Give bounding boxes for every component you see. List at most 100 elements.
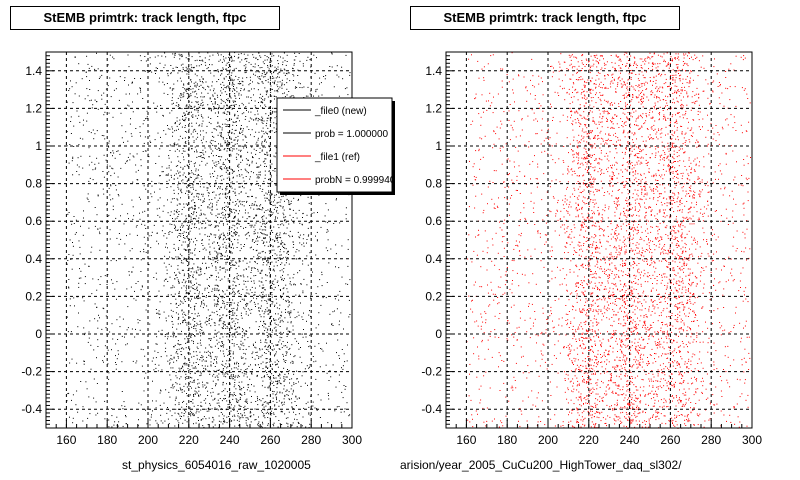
data-point [200,419,202,421]
data-point [103,114,105,116]
data-point [256,123,258,125]
data-point [237,305,239,307]
data-point [172,135,173,137]
data-point [237,117,239,119]
data-point [215,385,216,387]
data-point [89,100,91,102]
data-point [230,66,231,68]
data-point [268,313,270,315]
data-point [236,344,238,345]
data-point [205,296,207,298]
data-point [198,198,200,200]
data-point [238,385,240,386]
data-point [226,138,228,139]
data-point [183,84,185,86]
data-point [237,242,239,244]
data-point [240,156,241,158]
data-point [293,383,295,385]
data-point [230,153,232,155]
data-point [270,61,272,63]
data-point [262,117,264,119]
data-point [279,326,281,327]
data-point [177,156,179,158]
data-point [261,410,262,412]
data-point [273,425,275,427]
data-point [232,171,234,173]
data-point [340,411,342,413]
data-point [185,215,187,217]
data-point [177,343,179,345]
data-point [276,302,278,304]
data-point [235,215,236,217]
data-point [190,95,192,97]
data-point [200,305,202,307]
data-point [298,342,299,344]
data-point [186,406,187,408]
data-point [194,324,195,326]
data-point [79,246,81,248]
data-point [265,323,267,325]
data-point [260,164,262,166]
data-point [220,90,222,92]
data-point [300,302,301,304]
data-point [101,94,103,96]
data-point [189,413,191,415]
data-point [177,170,179,172]
data-point [170,265,172,267]
data-point [236,273,238,275]
data-point [170,211,172,213]
data-point [182,174,184,176]
data-point [169,363,170,365]
data-point [125,416,127,418]
data-point [187,338,189,340]
data-point [245,313,247,315]
data-point [273,111,275,113]
data-point [289,314,291,316]
data-point [117,350,119,352]
data-point [210,234,212,236]
data-point [184,113,186,115]
data-point [263,237,265,239]
data-point [234,212,236,214]
data-point [236,143,238,145]
data-point [118,99,120,101]
data-point [189,87,190,89]
data-point [219,197,221,199]
data-point [243,65,245,67]
data-point [254,201,256,203]
data-point [102,188,104,190]
data-point [173,356,175,358]
data-point [256,249,258,251]
data-point [192,131,194,133]
data-point [223,149,225,151]
data-point [264,234,266,236]
data-point [173,332,175,334]
data-point [155,400,157,402]
data-point [235,388,237,390]
data-point [157,312,159,314]
data-point [191,365,193,367]
data-point [273,82,275,84]
data-point [173,192,175,194]
data-point [175,256,177,258]
data-point [154,363,156,365]
data-point [260,232,262,233]
data-point [242,216,244,218]
data-point [170,161,172,163]
data-point [263,326,265,328]
data-point [246,126,248,128]
data-point [158,364,160,366]
data-point [156,278,158,280]
data-point [226,68,228,70]
data-point [234,334,236,336]
data-point [124,405,126,407]
data-point [218,79,220,80]
data-point [282,57,284,59]
data-point [239,186,241,188]
data-point [241,80,243,82]
data-point [187,258,189,260]
data-point [279,348,281,350]
data-point [260,272,262,274]
data-point [281,424,283,425]
data-point [260,292,262,294]
